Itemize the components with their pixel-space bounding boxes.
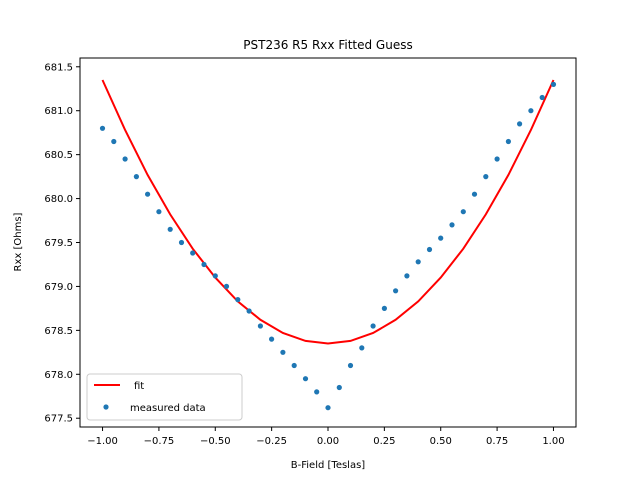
data-point xyxy=(280,349,286,355)
y-axis: 677.5 678.0 678.5 679.0 679.5 680.0 680.5 681.0… xyxy=(44,62,80,425)
legend-box xyxy=(86,373,243,421)
data-point xyxy=(325,405,331,411)
data-point xyxy=(438,235,444,241)
data-point xyxy=(223,283,230,289)
data-point xyxy=(460,209,466,215)
x-tick-label: 0.00 xyxy=(317,436,339,447)
data-point xyxy=(517,121,523,127)
y-tick-label: 681.5 xyxy=(44,62,73,73)
data-point xyxy=(178,239,185,246)
data-point xyxy=(471,191,478,197)
data-point xyxy=(235,297,241,303)
data-point xyxy=(257,323,263,329)
y-tick-label: 677.5 xyxy=(44,414,73,425)
data-point xyxy=(291,362,297,369)
data-point xyxy=(269,336,275,342)
data-point xyxy=(190,250,196,256)
y-tick-label: 679.0 xyxy=(44,282,73,293)
data-point xyxy=(336,384,342,391)
x-tick-label: 0.50 xyxy=(430,436,452,447)
data-point xyxy=(528,108,534,114)
data-point xyxy=(145,191,151,197)
x-tick-label: −0.75 xyxy=(144,436,175,447)
x-axis: −1.00 −0.75 −0.50 −0.25 0.00 0.25 0.50 0.75 1.00 xyxy=(87,427,565,447)
legend-measured-label: measured data xyxy=(130,403,206,414)
data-point xyxy=(99,125,106,131)
x-axis-label: B-Field [Teslas] xyxy=(291,460,366,471)
data-point xyxy=(404,273,410,279)
data-point xyxy=(347,362,354,369)
x-tick-label: −0.50 xyxy=(200,436,231,447)
y-tick-label: 680.5 xyxy=(44,150,73,161)
x-tick-label: −0.25 xyxy=(256,436,287,447)
data-point xyxy=(156,209,162,215)
x-tick-label: 0.25 xyxy=(373,436,395,447)
axes-frame xyxy=(79,57,577,428)
data-point xyxy=(415,259,421,265)
y-tick-label: 678.5 xyxy=(44,326,73,337)
x-tick-label: −1.00 xyxy=(87,436,118,447)
data-point xyxy=(539,94,545,101)
data-point xyxy=(133,174,139,180)
data-point xyxy=(359,345,365,351)
data-point xyxy=(550,81,557,87)
fit-line xyxy=(101,79,555,345)
data-point xyxy=(201,261,207,268)
data-point xyxy=(505,138,511,145)
legend: fit measured data xyxy=(86,373,243,421)
chart-title: PST236 R5 Rxx Fitted Guess xyxy=(243,38,412,52)
y-tick-label: 678.0 xyxy=(44,370,73,381)
data-point xyxy=(246,308,252,314)
y-tick-label: 680.0 xyxy=(44,194,73,205)
legend-measured-swatch xyxy=(103,404,109,410)
data-point xyxy=(212,273,218,279)
plot-area xyxy=(99,79,557,411)
data-point xyxy=(494,156,500,162)
legend-fit-label: fit xyxy=(134,381,144,392)
y-tick-label: 681.0 xyxy=(44,106,73,117)
data-point xyxy=(111,138,117,145)
data-point xyxy=(370,323,376,329)
y-axis-label: Rxx [Ohms] xyxy=(13,212,24,271)
x-tick-label: 0.75 xyxy=(486,436,508,447)
data-point xyxy=(122,156,128,162)
data-point xyxy=(167,226,173,232)
data-point xyxy=(314,389,320,395)
data-point xyxy=(302,376,309,382)
data-point xyxy=(426,246,433,253)
x-tick-label: 1.00 xyxy=(542,436,564,447)
data-point xyxy=(381,305,387,311)
y-tick-label: 679.5 xyxy=(44,238,73,249)
data-point xyxy=(449,222,455,228)
data-point xyxy=(483,174,489,180)
data-point xyxy=(393,288,399,294)
